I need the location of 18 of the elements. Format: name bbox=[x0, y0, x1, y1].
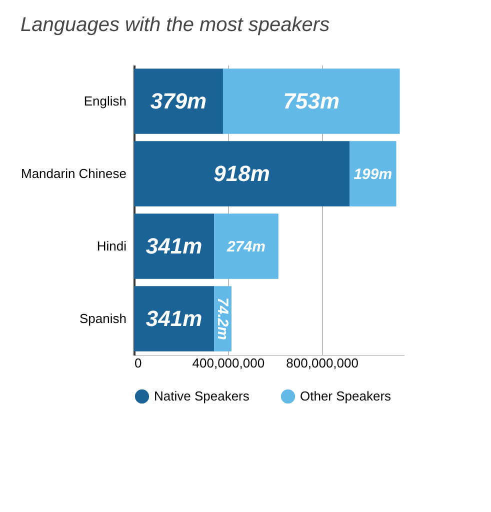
data-label: 341m bbox=[146, 306, 202, 331]
chart-title: Languages with the most speakers bbox=[20, 14, 330, 36]
x-tick-label: 800,000,000 bbox=[286, 356, 358, 370]
legend-label: Other Speakers bbox=[300, 388, 392, 404]
data-label: 379m bbox=[150, 88, 207, 114]
y-tick-label: English bbox=[84, 93, 126, 108]
y-tick-label: Mandarin Chinese bbox=[20, 166, 126, 181]
x-tick-label: 0 bbox=[134, 356, 142, 370]
data-label: 918m bbox=[214, 160, 270, 186]
y-tick-label: Hindi bbox=[96, 238, 127, 254]
x-tick-label: 400,000,000 bbox=[192, 356, 265, 370]
data-label: 74.2m bbox=[214, 297, 231, 340]
y-tick-label: Spanish bbox=[80, 310, 126, 326]
data-label: 753m bbox=[283, 88, 340, 114]
data-label: 341m bbox=[146, 233, 202, 258]
data-label: 199m bbox=[354, 166, 392, 183]
data-label: 274m bbox=[226, 238, 266, 256]
legend-label: Native Speakers bbox=[154, 388, 250, 404]
